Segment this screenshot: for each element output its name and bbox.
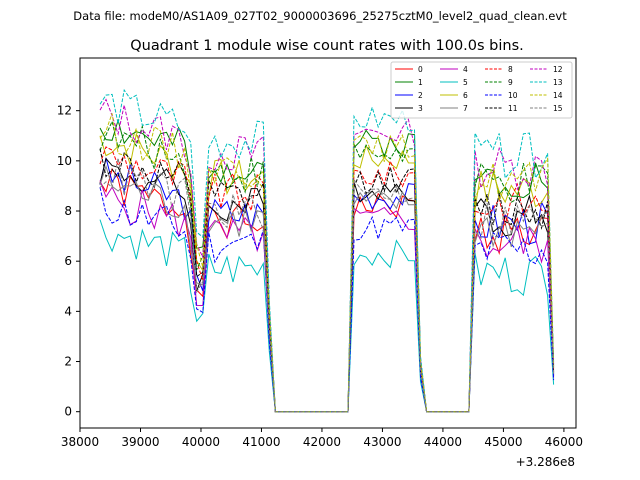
legend-label-1: 1 — [418, 78, 423, 87]
legend-label-12: 12 — [553, 65, 563, 74]
axes-frame — [79, 57, 577, 429]
legend-label-2: 2 — [418, 91, 423, 100]
chart-title: Quadrant 1 module wise count rates with … — [130, 38, 524, 54]
x-tick-label: 40000 — [182, 435, 220, 449]
x-offset-label: +3.286e8 — [516, 455, 575, 469]
x-tick-label: 42000 — [303, 435, 341, 449]
series-line-1 — [99, 118, 555, 413]
y-tick-label: 0 — [64, 405, 72, 419]
x-tick-label: 43000 — [363, 435, 401, 449]
series-line-7 — [99, 164, 555, 413]
legend-label-4: 4 — [463, 65, 468, 74]
legend-label-7: 7 — [463, 104, 468, 113]
legend-label-9: 9 — [508, 78, 513, 87]
x-tick-label: 39000 — [121, 435, 159, 449]
x-axis: 38000 39000 40000 41000 42000 43000 44000 45000… — [61, 428, 583, 449]
x-tick-label: 44000 — [424, 435, 462, 449]
x-tick-label: 38000 — [61, 435, 99, 449]
series-line-14 — [99, 113, 555, 413]
y-tick-label: 2 — [64, 355, 72, 369]
legend-label-14: 14 — [553, 91, 563, 100]
y-axis: 0 2 4 6 8 10 12 — [57, 104, 80, 419]
series-line-15 — [99, 158, 555, 413]
series-layer — [99, 88, 555, 413]
plot-area: 38000 39000 40000 41000 42000 43000 44000 45000… — [57, 57, 583, 469]
legend-label-15: 15 — [553, 104, 563, 113]
series-line-11 — [99, 148, 555, 413]
legend-label-13: 13 — [553, 78, 563, 87]
x-tick-label: 41000 — [242, 435, 280, 449]
y-tick-label: 4 — [64, 304, 72, 318]
x-tick-label: 45000 — [484, 435, 522, 449]
legend-label-8: 8 — [508, 65, 513, 74]
series-line-13 — [99, 88, 555, 413]
y-tick-label: 12 — [57, 104, 72, 118]
x-tick-label: 46000 — [545, 435, 583, 449]
y-tick-label: 8 — [64, 204, 72, 218]
y-tick-label: 10 — [57, 154, 72, 168]
legend-label-3: 3 — [418, 104, 423, 113]
series-line-9 — [99, 119, 555, 413]
legend-label-5: 5 — [463, 78, 468, 87]
series-line-5 — [99, 219, 555, 413]
legend-label-6: 6 — [463, 91, 468, 100]
suptitle: Data file: modeM0/AS1A09_027T02_90000036… — [73, 9, 567, 23]
legend-label-11: 11 — [508, 104, 518, 113]
legend-box — [390, 61, 573, 119]
legend-label-10: 10 — [508, 91, 518, 100]
series-line-6 — [99, 132, 555, 413]
legend-label-0: 0 — [418, 65, 423, 74]
series-line-10 — [99, 187, 555, 413]
series-line-4 — [99, 180, 555, 413]
y-tick-label: 6 — [64, 254, 72, 268]
